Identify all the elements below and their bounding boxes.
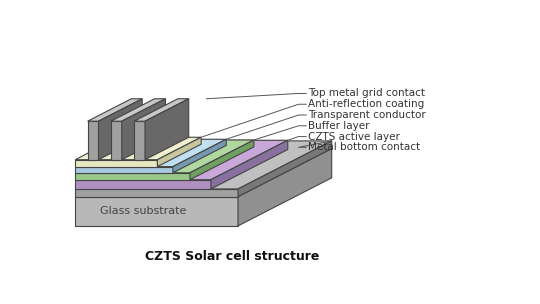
Text: Metal bottom contact: Metal bottom contact (308, 142, 420, 152)
Polygon shape (173, 139, 226, 173)
Text: Transparent conductor: Transparent conductor (308, 110, 426, 120)
Polygon shape (75, 149, 332, 197)
Polygon shape (122, 99, 165, 160)
Polygon shape (134, 121, 145, 160)
Polygon shape (238, 141, 332, 197)
Polygon shape (111, 99, 165, 121)
Polygon shape (98, 99, 142, 160)
Text: Buffer layer: Buffer layer (308, 121, 369, 131)
Polygon shape (75, 140, 254, 173)
Text: Glass substrate: Glass substrate (100, 206, 187, 216)
Polygon shape (75, 160, 157, 167)
Polygon shape (87, 99, 142, 121)
Polygon shape (134, 99, 188, 121)
Polygon shape (75, 167, 173, 173)
Polygon shape (75, 189, 238, 197)
Text: CZTS active layer: CZTS active layer (308, 132, 400, 142)
Polygon shape (75, 197, 238, 226)
Polygon shape (75, 173, 190, 180)
Polygon shape (157, 137, 201, 167)
Text: CZTS Solar cell structure: CZTS Solar cell structure (145, 250, 319, 263)
Polygon shape (75, 180, 211, 189)
Text: Anti-reflection coating: Anti-reflection coating (308, 99, 424, 109)
Polygon shape (75, 139, 226, 167)
Polygon shape (87, 121, 98, 160)
Text: Top metal grid contact: Top metal grid contact (308, 88, 425, 98)
Polygon shape (238, 149, 332, 226)
Polygon shape (75, 137, 201, 160)
Polygon shape (75, 140, 288, 180)
Polygon shape (145, 99, 188, 160)
Polygon shape (211, 140, 288, 189)
Polygon shape (190, 140, 254, 180)
Polygon shape (75, 141, 332, 189)
Polygon shape (111, 121, 122, 160)
